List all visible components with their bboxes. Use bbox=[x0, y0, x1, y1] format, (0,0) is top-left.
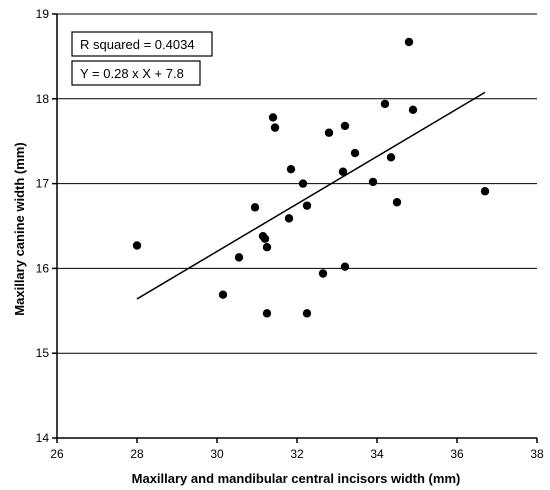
data-point bbox=[350, 148, 360, 158]
y-tick-label: 14 bbox=[36, 431, 50, 445]
data-points bbox=[132, 37, 490, 318]
y-tick-label: 15 bbox=[36, 346, 50, 360]
data-point bbox=[298, 179, 308, 188]
x-axis-label: Maxillary and mandibular central incisor… bbox=[132, 471, 461, 486]
data-point bbox=[234, 253, 244, 262]
x-tick-label: 26 bbox=[50, 447, 64, 461]
annotation-text: R squared = 0.4034 bbox=[80, 37, 195, 52]
y-tick-label: 19 bbox=[36, 7, 50, 21]
data-point bbox=[338, 167, 348, 176]
y-axis-label: Maxillary canine width (mm) bbox=[12, 142, 27, 315]
data-point bbox=[286, 164, 296, 174]
x-tick-label: 28 bbox=[130, 447, 144, 461]
annotation-box bbox=[71, 31, 213, 57]
annotation-text: Y = 0.28 x X + 7.8 bbox=[80, 66, 184, 81]
y-axis-ticks: 14 15 16 17 18 19 bbox=[36, 7, 57, 445]
data-point bbox=[262, 309, 272, 318]
data-point bbox=[318, 269, 328, 278]
data-point bbox=[340, 121, 350, 131]
y-tick-label: 18 bbox=[36, 92, 50, 106]
data-point bbox=[408, 105, 418, 115]
data-point bbox=[302, 201, 312, 210]
x-tick-label: 38 bbox=[530, 447, 544, 461]
data-point bbox=[250, 203, 260, 212]
grid-lines bbox=[57, 13, 537, 354]
data-point bbox=[392, 198, 402, 207]
data-point bbox=[284, 214, 294, 223]
trendline bbox=[136, 91, 486, 300]
x-tick-label: 34 bbox=[370, 447, 384, 461]
data-point bbox=[270, 123, 280, 132]
data-point bbox=[218, 290, 228, 299]
data-point bbox=[368, 177, 378, 187]
x-axis-ticks: 26 28 30 32 34 36 38 bbox=[50, 438, 544, 461]
trendline-group bbox=[136, 91, 486, 300]
x-tick-label: 30 bbox=[210, 447, 224, 461]
data-point bbox=[386, 153, 396, 162]
data-point bbox=[132, 241, 142, 250]
data-point bbox=[262, 243, 272, 252]
data-point bbox=[404, 37, 414, 47]
y-tick-label: 16 bbox=[36, 261, 50, 275]
data-point bbox=[302, 309, 312, 318]
x-tick-label: 32 bbox=[290, 447, 304, 461]
annotation-box bbox=[71, 60, 201, 86]
y-tick-label: 17 bbox=[36, 177, 50, 191]
data-point bbox=[324, 128, 334, 137]
data-point bbox=[480, 187, 490, 196]
data-point bbox=[380, 99, 390, 109]
annotations: R squared = 0.4034 Y = 0.28 x X + 7.8 bbox=[71, 31, 213, 86]
x-tick-label: 36 bbox=[450, 447, 464, 461]
data-point bbox=[340, 262, 350, 271]
data-point bbox=[260, 234, 270, 243]
data-point bbox=[268, 113, 278, 122]
